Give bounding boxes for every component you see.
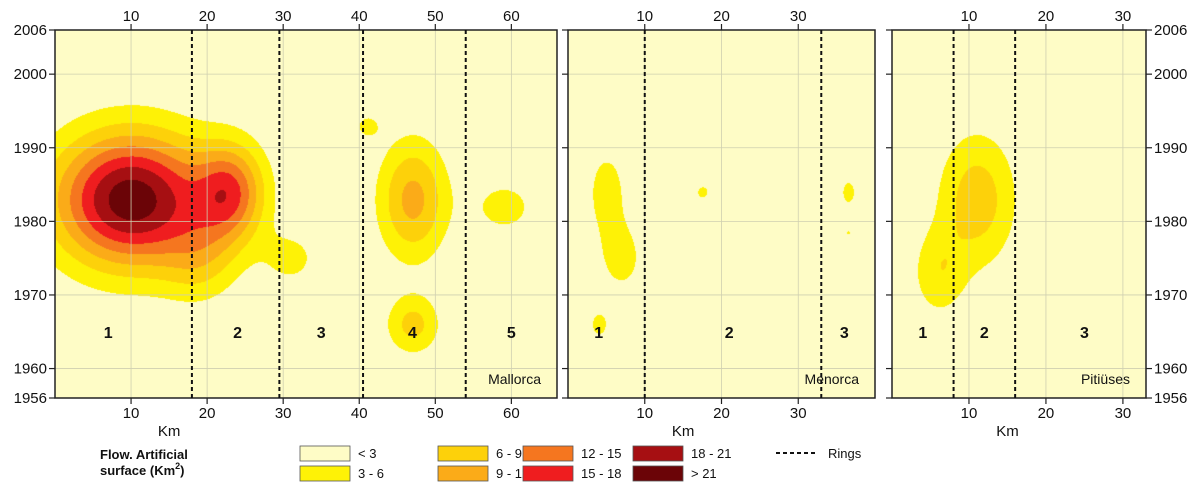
x-tick-label-top: 40 xyxy=(351,8,368,25)
x-tick-label-top: 20 xyxy=(713,8,730,25)
ring-number-label: 1 xyxy=(918,325,927,342)
legend-swatch xyxy=(437,445,489,462)
legend-title-line1: Flow. Artificial xyxy=(100,447,188,462)
x-tick-label-top: 10 xyxy=(636,8,653,25)
panel-pitiüses: 10 10 20 20 30 30 Km 1 2 3 Pitiüses xyxy=(886,8,1147,440)
ring-number-label: 3 xyxy=(1080,325,1089,342)
x-tick-label-top: 30 xyxy=(1115,8,1132,25)
y-tick-label-left: 1990 xyxy=(14,140,47,157)
y-tick-label-left: 2006 xyxy=(14,22,47,39)
y-tick-label-left: 1980 xyxy=(14,213,47,230)
ring-number-label: 3 xyxy=(840,325,849,342)
x-tick-label-bottom: 10 xyxy=(961,405,978,422)
panel-mallorca: 10 10 20 20 30 30 40 40 50 50 60 60 Km 1 2 3 4 5 Mallorca xyxy=(49,8,558,440)
ring-number-label: 3 xyxy=(317,325,326,342)
x-tick-label-top: 10 xyxy=(961,8,978,25)
x-tick-label-top: 30 xyxy=(275,8,292,25)
legend-class-label: 12 - 15 xyxy=(581,446,621,461)
ring-number-label: 1 xyxy=(594,325,603,342)
x-tick-label-bottom: 20 xyxy=(199,405,216,422)
x-tick-label-bottom: 50 xyxy=(427,405,444,422)
panel-menorca: 10 10 20 20 30 30 Km 1 2 3 Menorca xyxy=(562,8,876,440)
heatmap-field xyxy=(55,30,557,398)
x-axis-label: Km xyxy=(672,423,695,440)
x-tick-label-bottom: 30 xyxy=(790,405,807,422)
legend-class-label: < 3 xyxy=(358,446,376,461)
x-tick-label-top: 20 xyxy=(199,8,216,25)
legend-swatch xyxy=(632,465,684,482)
x-tick-label-bottom: 10 xyxy=(636,405,653,422)
panel-name-label: Menorca xyxy=(805,371,860,387)
legend-swatch xyxy=(299,465,351,482)
y-tick-label-left: 2000 xyxy=(14,66,47,83)
panel-frame xyxy=(891,29,1147,399)
panel-frame xyxy=(54,29,558,399)
legend-swatch xyxy=(632,445,684,462)
x-tick-label-bottom: 20 xyxy=(713,405,730,422)
ring-number-label: 4 xyxy=(408,325,417,342)
ring-number-label: 2 xyxy=(980,325,989,342)
y-tick-label-right: 1980 xyxy=(1154,213,1187,230)
x-tick-label-top: 10 xyxy=(123,8,140,25)
panel-name-label: Pitiüses xyxy=(1081,371,1130,387)
legend-swatch xyxy=(437,465,489,482)
x-tick-label-bottom: 30 xyxy=(275,405,292,422)
legend-swatch xyxy=(299,445,351,462)
x-tick-label-bottom: 20 xyxy=(1038,405,1055,422)
y-tick-label-right: 1960 xyxy=(1154,361,1187,378)
legend-class-label: 15 - 18 xyxy=(581,466,621,481)
legend-class-label: 18 - 21 xyxy=(691,446,731,461)
x-tick-label-top: 60 xyxy=(503,8,520,25)
legend-class-label: 9 - 12 xyxy=(496,466,529,481)
y-tick-label-left: 1956 xyxy=(14,390,47,407)
legend-class-label: 3 - 6 xyxy=(358,466,384,481)
y-tick-label-right: 1956 xyxy=(1154,390,1187,407)
ring-number-label: 2 xyxy=(233,325,242,342)
legend-swatch xyxy=(522,465,574,482)
legend-class-label: > 21 xyxy=(691,466,717,481)
y-tick-label-right: 2000 xyxy=(1154,66,1187,83)
legend-swatch xyxy=(522,445,574,462)
ring-number-label: 1 xyxy=(104,325,113,342)
x-axis-label: Km xyxy=(996,423,1019,440)
x-tick-label-top: 50 xyxy=(427,8,444,25)
legend-title-line2: surface (Km2) xyxy=(100,461,185,478)
y-tick-label-right: 1990 xyxy=(1154,140,1187,157)
legend-class-label: 6 - 9 xyxy=(496,446,522,461)
x-tick-label-bottom: 30 xyxy=(1115,405,1132,422)
y-tick-label-right: 2006 xyxy=(1154,22,1187,39)
y-tick-label-left: 1960 xyxy=(14,361,47,378)
ring-number-label: 2 xyxy=(725,325,734,342)
y-tick-label-left: 1970 xyxy=(14,287,47,304)
x-tick-label-top: 30 xyxy=(790,8,807,25)
x-tick-label-top: 20 xyxy=(1038,8,1055,25)
ring-number-label: 5 xyxy=(507,325,516,342)
panel-name-label: Mallorca xyxy=(488,371,541,387)
x-tick-label-bottom: 10 xyxy=(123,405,140,422)
legend-rings-label: Rings xyxy=(828,446,862,461)
x-axis-label: Km xyxy=(158,423,181,440)
x-tick-label-bottom: 60 xyxy=(503,405,520,422)
y-axis: 2006 2006 2000 2000 1990 1990 1980 1980 1970 1970… xyxy=(14,22,1188,407)
y-tick-label-right: 1970 xyxy=(1154,287,1187,304)
x-tick-label-bottom: 40 xyxy=(351,405,368,422)
heatmap-field xyxy=(892,30,1146,398)
